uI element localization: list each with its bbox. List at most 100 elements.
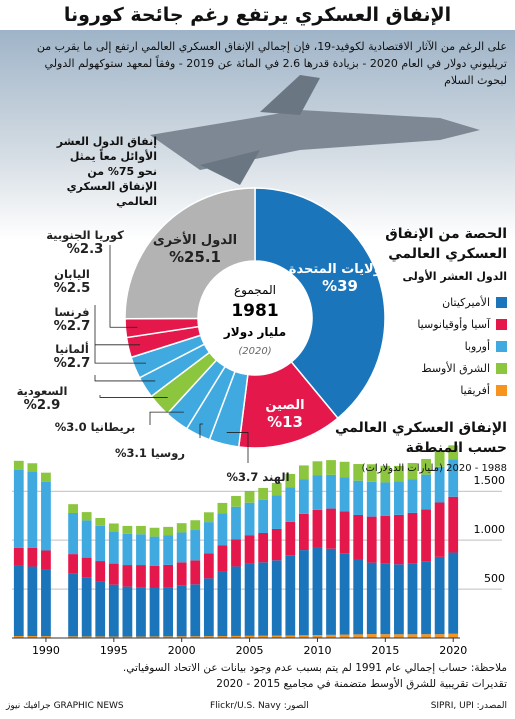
bar-segment (434, 451, 445, 467)
bar-segment (312, 509, 323, 548)
bar-segment (421, 474, 431, 510)
bar-segment (448, 445, 459, 460)
bar-segment (339, 553, 350, 635)
bar-segment (394, 514, 404, 565)
bar-segment (81, 636, 92, 638)
slice-name: السعودية (16, 384, 68, 398)
bar-segment (163, 526, 174, 536)
bar-segment (421, 634, 431, 638)
bar-segment (353, 480, 364, 515)
slice-value: %13 (267, 413, 303, 431)
slice-value: %2.9 (23, 398, 61, 413)
bar-segment (203, 636, 214, 638)
bar-segment (244, 491, 255, 503)
leader-line (199, 423, 204, 438)
leader-line (94, 375, 156, 382)
slice-value: %2.3 (66, 242, 104, 257)
bar-segment (149, 536, 160, 566)
brand: GRAPHIC NEWS جرافيك نيوز (6, 701, 124, 711)
bar-segment (285, 555, 296, 636)
bar-segment (339, 477, 350, 512)
bar-segment (394, 564, 404, 635)
x-tick-label: 2020 (439, 644, 467, 657)
bar-segment (448, 552, 459, 634)
bar-segment (81, 577, 92, 637)
slice-name: الولايات المتحدة (288, 262, 392, 277)
source: المصدر: SIPRI, UPI (430, 701, 507, 711)
bar-segment (41, 636, 51, 638)
bar-segment (163, 535, 174, 565)
bar-segment (136, 587, 146, 637)
bar-segment (271, 560, 282, 636)
bar-segment (27, 463, 38, 472)
bar-segment (448, 633, 459, 638)
leader-line (149, 411, 184, 425)
bar-segment (27, 566, 38, 637)
x-tick-label: 2015 (371, 644, 399, 657)
title: الإنفاق العسكري يرتفع رغم جائحة كورونا (63, 4, 452, 26)
bar-segment (366, 562, 377, 635)
bar-segment (81, 520, 92, 558)
bar-segment (41, 569, 51, 637)
bar-segment (68, 636, 78, 638)
bar-segment (434, 502, 445, 557)
bar-segment (217, 545, 228, 572)
slice-name: الصين (265, 398, 305, 413)
bar-segment (258, 487, 269, 500)
bar-segment (366, 516, 377, 563)
bar-segment (353, 634, 364, 638)
bar-segment (122, 586, 133, 637)
bar-segment (407, 512, 418, 564)
center-unit: مليار دولار (223, 325, 286, 340)
bar-segment (407, 563, 418, 635)
x-tick-label: 2005 (236, 644, 264, 657)
bar-segment (353, 514, 364, 559)
pie-label: كوريا الجنوبية %2.3 (15, 228, 155, 257)
bar-segment (298, 513, 309, 551)
bar-segment (380, 515, 391, 564)
bar-segment (380, 482, 391, 516)
bar-segment (163, 636, 174, 638)
bar-segment (13, 460, 24, 470)
bar-segment (95, 517, 106, 526)
bar-segment (108, 523, 119, 532)
slice-name: اليابان (54, 267, 90, 281)
bar-segment (203, 553, 214, 579)
slice-value: %3.0 (54, 420, 87, 434)
bar-segment (244, 563, 255, 636)
legend-label: الأميركيتان (442, 296, 490, 309)
bar-segment (203, 578, 214, 637)
x-tick-label: 1995 (100, 644, 128, 657)
bar-segment (326, 460, 336, 475)
legend-item: أفريقيا (460, 384, 507, 397)
bar-segment (394, 634, 404, 638)
bar-segment (366, 481, 377, 517)
bar-segment (271, 482, 282, 496)
leader-line (99, 395, 168, 398)
bar-segment (108, 531, 119, 564)
photo-credit: الصور: Flickr/U.S. Navy (210, 701, 309, 711)
bar-segment (407, 462, 418, 480)
bar-segment (298, 635, 309, 638)
bar-segment (95, 636, 106, 638)
legend-swatch (496, 319, 507, 330)
legend-item: الأميركيتان (442, 296, 507, 309)
bar-subtitle: 1988 - 2020 (مليارات الدولارات) (361, 463, 507, 474)
bar-segment (244, 535, 255, 564)
bar-segment (298, 550, 309, 636)
bar-segment (244, 635, 255, 638)
slice-name: فرنسا (54, 305, 90, 319)
bar-segment (163, 587, 174, 637)
bar-segment (217, 502, 228, 514)
bar-segment (271, 528, 282, 561)
pie-label: الدول الأخرى %25.1 (125, 233, 265, 266)
bar-segment (190, 520, 201, 531)
bar-segment (285, 521, 296, 556)
jet (150, 110, 480, 170)
slice-value: %3.1 (114, 446, 147, 460)
note: ملاحظة: حساب إجمالي عام 1991 لم يتم بسبب… (122, 662, 507, 674)
bar-segment (366, 634, 377, 638)
bar-segment (41, 550, 51, 570)
leader-line (94, 345, 146, 364)
y-tick-label: 500 (484, 572, 505, 585)
